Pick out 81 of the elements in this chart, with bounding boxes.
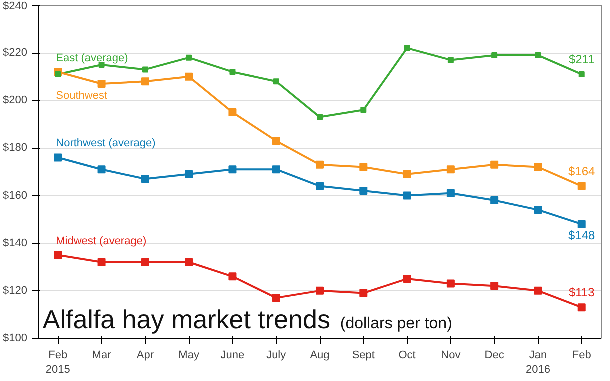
point — [403, 170, 412, 178]
point — [185, 170, 194, 178]
point — [228, 272, 237, 281]
point — [98, 258, 106, 266]
point — [272, 166, 280, 174]
point — [228, 108, 237, 117]
point — [142, 66, 148, 73]
point — [54, 251, 62, 260]
point — [141, 78, 150, 86]
point — [185, 72, 194, 81]
point — [404, 45, 410, 52]
x-tick-label: May — [178, 350, 200, 362]
point — [578, 220, 586, 228]
point — [578, 304, 586, 312]
point — [141, 175, 150, 184]
y-tick-label: $100 — [3, 332, 28, 344]
x-tick-label: Feb — [572, 350, 592, 362]
y-tick-label: $200 — [3, 94, 28, 107]
x-tick-label: July — [266, 350, 287, 362]
data-label: $113 — [568, 286, 596, 300]
x-tick-label: Mar — [92, 350, 112, 362]
point — [360, 163, 368, 172]
x-tick-label: Apr — [136, 350, 154, 362]
point — [534, 286, 542, 295]
series-label: Southwest — [56, 90, 108, 102]
point — [55, 71, 62, 78]
point — [185, 258, 194, 266]
x-tick-label: Jan 2016 — [526, 350, 550, 376]
data-label: $164 — [568, 164, 596, 178]
x-tick-label: Oct — [398, 350, 416, 362]
point — [360, 107, 367, 114]
point — [273, 78, 280, 85]
point — [490, 160, 499, 169]
y-tick-label: $180 — [3, 142, 28, 154]
point — [446, 166, 455, 174]
point — [492, 52, 498, 58]
point — [230, 69, 236, 76]
x-tick-label: Nov — [441, 350, 462, 362]
point — [360, 289, 368, 298]
point — [186, 54, 192, 61]
point — [272, 137, 280, 146]
point — [446, 280, 455, 288]
x-tick-label: June — [220, 350, 245, 362]
point — [98, 80, 106, 88]
series-label: Midwest (average) — [56, 235, 147, 248]
point — [316, 160, 324, 169]
point — [534, 163, 542, 172]
y-tick-label: $220 — [3, 47, 28, 60]
point — [446, 189, 455, 198]
point — [228, 166, 237, 174]
point — [535, 52, 542, 58]
point — [490, 196, 499, 205]
series-label: East (average) — [56, 52, 128, 64]
x-tick-label: Feb 2015 — [46, 350, 70, 376]
point — [534, 206, 542, 214]
point — [316, 286, 324, 295]
data-label: $148 — [568, 228, 596, 242]
text: (dollars per ton) — [340, 316, 452, 332]
x-tick-label: Dec — [484, 350, 505, 362]
point — [141, 258, 150, 266]
point — [360, 187, 368, 196]
point — [578, 182, 586, 190]
x-tick-label: Sept — [352, 350, 375, 362]
y-tick-label: $140 — [3, 237, 28, 250]
point — [316, 182, 324, 190]
point — [490, 282, 499, 290]
y-tick-label: $120 — [3, 284, 28, 297]
data-label: $211 — [568, 52, 596, 66]
point — [317, 114, 323, 120]
text: Alfalfa hay market trends — [42, 304, 330, 334]
point — [98, 166, 106, 174]
point — [448, 57, 454, 64]
point — [272, 294, 280, 302]
series-label: Northwest (average) — [56, 138, 156, 150]
y-tick-label: $160 — [3, 190, 28, 202]
point — [403, 275, 412, 284]
point — [403, 192, 412, 200]
point — [578, 71, 585, 78]
x-tick-label: Aug — [310, 350, 330, 362]
y-tick-label: $240 — [3, 0, 28, 12]
point — [54, 154, 62, 162]
